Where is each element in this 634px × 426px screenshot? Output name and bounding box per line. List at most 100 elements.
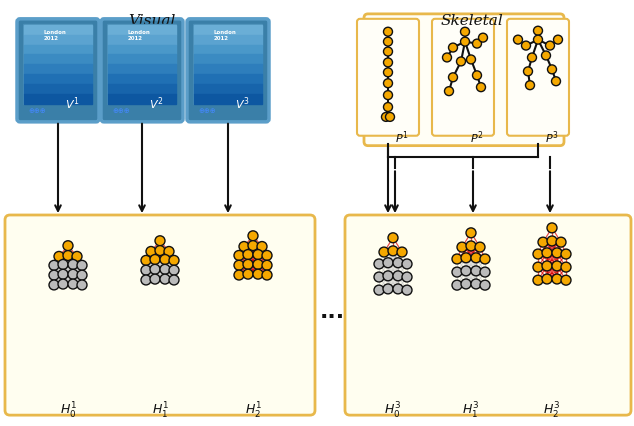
Text: $H_1^3$: $H_1^3$ <box>462 401 479 421</box>
Circle shape <box>542 274 552 284</box>
Circle shape <box>527 53 536 62</box>
Bar <box>194 84 262 94</box>
Circle shape <box>524 67 533 76</box>
Circle shape <box>141 275 151 285</box>
Circle shape <box>383 271 393 281</box>
Circle shape <box>248 231 258 241</box>
Circle shape <box>471 279 481 289</box>
Circle shape <box>393 271 403 281</box>
Circle shape <box>547 236 557 246</box>
Circle shape <box>457 242 467 252</box>
Bar <box>194 74 262 84</box>
Circle shape <box>150 254 160 265</box>
Circle shape <box>393 258 403 268</box>
Circle shape <box>68 259 78 269</box>
Circle shape <box>477 83 486 92</box>
Circle shape <box>169 275 179 285</box>
Circle shape <box>460 37 470 46</box>
Circle shape <box>461 253 471 263</box>
Circle shape <box>552 274 562 284</box>
Circle shape <box>169 265 179 275</box>
Circle shape <box>243 250 253 259</box>
Circle shape <box>150 274 160 284</box>
Circle shape <box>141 256 151 265</box>
Circle shape <box>384 37 392 46</box>
Circle shape <box>556 237 566 247</box>
Circle shape <box>239 242 249 251</box>
Circle shape <box>480 254 490 264</box>
Circle shape <box>155 246 165 256</box>
Circle shape <box>262 250 272 260</box>
Circle shape <box>49 270 59 280</box>
Circle shape <box>146 247 156 256</box>
Circle shape <box>58 279 68 289</box>
Circle shape <box>533 35 543 44</box>
Circle shape <box>541 51 550 60</box>
Circle shape <box>553 35 562 44</box>
Circle shape <box>374 272 384 282</box>
Circle shape <box>77 280 87 290</box>
Text: $H_2^1$: $H_2^1$ <box>245 401 261 421</box>
Bar <box>108 45 176 55</box>
Text: $P^1$: $P^1$ <box>395 130 409 147</box>
Circle shape <box>262 260 272 270</box>
Circle shape <box>63 241 73 250</box>
Bar <box>24 45 92 55</box>
Text: $H_1^1$: $H_1^1$ <box>152 401 169 421</box>
Circle shape <box>77 270 87 280</box>
Circle shape <box>243 259 253 269</box>
Circle shape <box>385 112 394 121</box>
Circle shape <box>155 236 165 246</box>
Circle shape <box>72 251 82 262</box>
Circle shape <box>533 249 543 259</box>
Circle shape <box>561 262 571 272</box>
Text: $P^2$: $P^2$ <box>470 130 484 147</box>
Circle shape <box>393 284 403 294</box>
Circle shape <box>456 57 465 66</box>
Bar <box>24 84 92 94</box>
Circle shape <box>466 228 476 238</box>
FancyBboxPatch shape <box>101 19 183 122</box>
Circle shape <box>472 39 481 48</box>
Bar <box>108 64 176 74</box>
Circle shape <box>526 81 534 89</box>
Circle shape <box>388 246 398 256</box>
Circle shape <box>479 33 488 42</box>
Circle shape <box>542 248 552 258</box>
Circle shape <box>466 241 476 251</box>
Circle shape <box>443 53 451 62</box>
Circle shape <box>452 280 462 290</box>
Circle shape <box>402 272 412 282</box>
Circle shape <box>384 68 392 77</box>
Bar <box>24 94 92 104</box>
Circle shape <box>514 35 522 44</box>
Circle shape <box>452 254 462 264</box>
Text: ···: ··· <box>320 307 344 327</box>
Circle shape <box>384 27 392 36</box>
Text: $V^1$: $V^1$ <box>65 95 80 112</box>
Circle shape <box>234 260 244 270</box>
Circle shape <box>384 58 392 67</box>
Text: $H_0^1$: $H_0^1$ <box>60 401 77 421</box>
Circle shape <box>58 269 68 279</box>
Text: London: London <box>214 30 236 35</box>
Circle shape <box>257 242 267 251</box>
Circle shape <box>402 259 412 269</box>
FancyBboxPatch shape <box>507 19 569 136</box>
Bar <box>194 94 262 104</box>
Circle shape <box>141 265 151 275</box>
Circle shape <box>68 269 78 279</box>
Circle shape <box>547 223 557 233</box>
Circle shape <box>384 47 392 56</box>
Circle shape <box>533 275 543 285</box>
Circle shape <box>160 265 170 274</box>
Circle shape <box>58 259 68 269</box>
Bar <box>108 74 176 84</box>
Circle shape <box>383 258 393 268</box>
Circle shape <box>522 41 531 50</box>
Circle shape <box>234 270 244 280</box>
Text: 2012: 2012 <box>44 36 59 40</box>
Text: $P^3$: $P^3$ <box>545 130 559 147</box>
Text: ⊕⊕⊕: ⊕⊕⊕ <box>198 108 216 114</box>
Text: 2012: 2012 <box>214 36 229 40</box>
